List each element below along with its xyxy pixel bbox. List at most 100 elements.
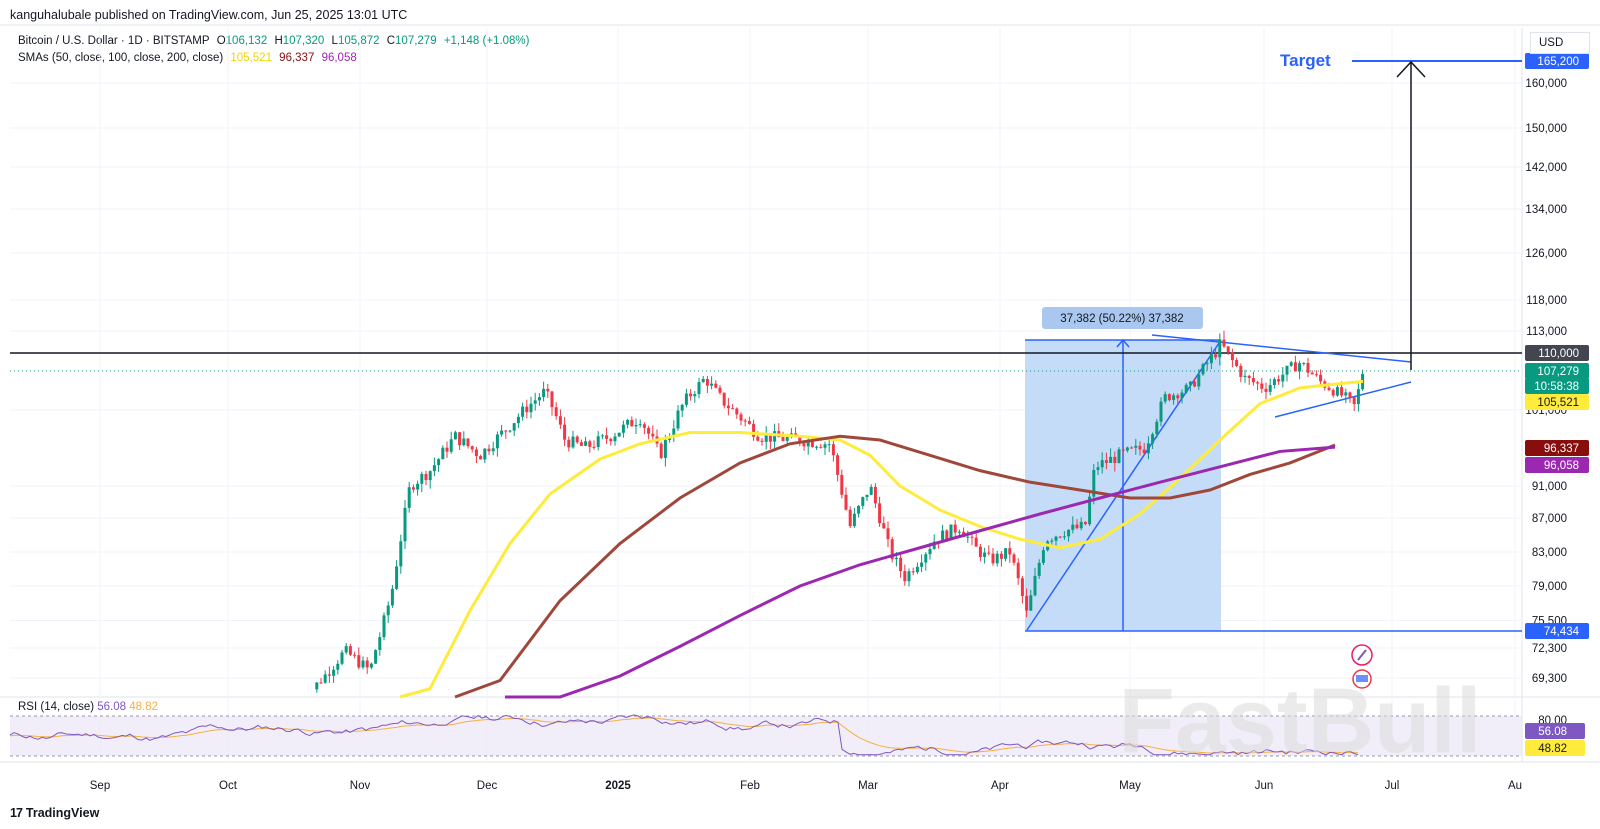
candle-body xyxy=(1142,449,1146,454)
candle-body xyxy=(1100,460,1104,468)
candle-body xyxy=(1319,374,1323,382)
candle-body xyxy=(672,428,676,437)
candle-body xyxy=(1083,521,1087,525)
sma-legend[interactable]: SMAs (50, close, 100, close, 200, close)… xyxy=(18,52,361,64)
candle-body xyxy=(516,416,520,424)
publish-info: kanguhalubale published on TradingView.c… xyxy=(10,8,408,22)
close-value: 107,279 xyxy=(395,35,437,47)
candle-body xyxy=(676,410,680,429)
high-label: H xyxy=(274,35,283,47)
low-label: L xyxy=(331,35,338,47)
sma200-line[interactable] xyxy=(505,445,1336,699)
candle-body xyxy=(1159,401,1163,422)
candle-body xyxy=(449,439,453,452)
candle-body xyxy=(1243,375,1247,377)
triangle-upper[interactable] xyxy=(1151,334,1412,363)
candle-body xyxy=(1163,394,1167,402)
candle-body xyxy=(575,436,579,443)
candle-body xyxy=(857,505,861,514)
y-tick-label: 118,000 xyxy=(1526,295,1567,307)
candle-body xyxy=(949,524,953,540)
candle-body xyxy=(911,571,915,573)
candle-body xyxy=(558,416,562,425)
sma50-line[interactable] xyxy=(399,379,1364,699)
price-tag xyxy=(1525,345,1589,361)
candle-body xyxy=(1033,575,1037,596)
candle-body xyxy=(718,387,722,393)
candle-body xyxy=(974,537,978,547)
candle-body xyxy=(726,405,730,409)
candle-body xyxy=(899,557,903,572)
candle-body xyxy=(1058,536,1062,538)
candle-body xyxy=(621,424,625,433)
candle-body xyxy=(945,530,949,540)
candle-body xyxy=(537,397,541,401)
rsi-label: RSI (14, close) xyxy=(18,701,95,713)
candle-body xyxy=(987,552,991,554)
candle-body xyxy=(403,507,407,542)
range-label: 37,382 (50.22%) 37,382 xyxy=(1060,313,1183,325)
candle-body xyxy=(1293,362,1297,372)
candle-body xyxy=(915,566,919,573)
candle-body xyxy=(798,437,802,444)
candle-body xyxy=(1298,363,1302,372)
event-icon[interactable] xyxy=(1351,644,1373,689)
candle-body xyxy=(1121,449,1125,451)
candle-body xyxy=(340,652,344,664)
candle-body xyxy=(1079,521,1083,529)
triangle-lower[interactable] xyxy=(1274,381,1412,418)
candle-body xyxy=(327,674,331,676)
candle-body xyxy=(873,486,877,504)
candle-body xyxy=(554,407,558,417)
trendline-rise[interactable] xyxy=(1026,339,1222,631)
candle-body xyxy=(752,423,756,437)
rsi-legend[interactable]: RSI (14, close) 56.08 48.82 xyxy=(18,701,158,713)
candle-body xyxy=(701,379,705,383)
candle-body xyxy=(781,437,785,441)
candle-body xyxy=(378,637,382,651)
candle-body xyxy=(663,439,667,458)
price-tag-label: 10:58:38 xyxy=(1534,381,1579,393)
candle-body xyxy=(1062,536,1066,538)
symbol-name[interactable]: Bitcoin / U.S. Dollar · 1D · BITSTAMP xyxy=(18,35,210,47)
candle-body xyxy=(1029,595,1033,611)
open-value: 106,132 xyxy=(225,35,268,47)
candle-body xyxy=(735,408,739,415)
candle-body xyxy=(386,605,390,616)
candle-body xyxy=(1025,596,1029,611)
candle-body xyxy=(609,438,613,442)
candle-body xyxy=(474,449,478,457)
footer-brand[interactable]: 17 TradingView xyxy=(10,806,99,820)
candle-body xyxy=(1344,392,1348,396)
candle-body xyxy=(878,503,882,524)
rsi-line[interactable] xyxy=(9,714,1359,756)
candle-body xyxy=(882,523,886,529)
currency-selector[interactable]: USD xyxy=(1530,32,1590,54)
candle-body xyxy=(1088,496,1092,525)
candle-body xyxy=(487,448,491,452)
candle-body xyxy=(894,557,898,560)
candle-body xyxy=(563,424,567,440)
candle-body xyxy=(999,553,1003,559)
candle-body xyxy=(1134,445,1138,448)
sma-label: SMAs (50, close, 100, close, 200, close) xyxy=(18,52,224,64)
price-tag-label: 96,337 xyxy=(1544,443,1579,455)
candle-body xyxy=(491,448,495,452)
candle-body xyxy=(344,646,348,653)
candle-body xyxy=(1247,375,1251,379)
candle-body xyxy=(806,440,810,447)
candle-body xyxy=(1214,354,1218,358)
candle-body xyxy=(1285,365,1289,375)
price-tag-label: 165,200 xyxy=(1537,56,1579,68)
x-tick-label: Apr xyxy=(991,780,1009,792)
sma100-line[interactable] xyxy=(454,434,1336,699)
candle-body xyxy=(323,674,327,683)
candle-body xyxy=(1096,467,1100,471)
candle-body xyxy=(365,660,369,668)
candle-body xyxy=(432,465,436,472)
candle-body xyxy=(861,497,865,506)
candle-body xyxy=(941,530,945,543)
price-tag xyxy=(1525,378,1589,394)
high-value: 107,320 xyxy=(282,35,325,47)
